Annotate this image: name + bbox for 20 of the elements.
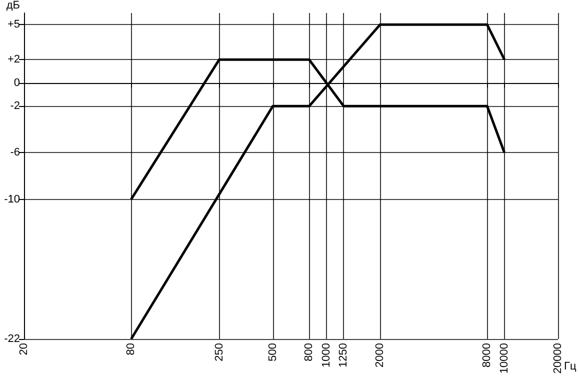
x-tick-label: 20 xyxy=(18,343,30,356)
x-tick-label: 800 xyxy=(303,343,316,362)
x-tick-label: 10000 xyxy=(498,343,510,374)
y-tick-label: -22 xyxy=(4,333,20,345)
x-tick-label: 500 xyxy=(266,343,279,362)
x-tick-label: 80 xyxy=(125,343,138,356)
y-tick-label: +5 xyxy=(7,18,20,31)
x-tick-label: 250 xyxy=(213,343,226,362)
y-tick-label: 0 xyxy=(14,76,20,89)
x-tick-label: 1250 xyxy=(338,343,350,368)
y-axis-title: дБ xyxy=(6,0,20,12)
x-axis-title: Гц xyxy=(564,360,577,372)
x-tick-label: 20000 xyxy=(552,343,564,374)
y-tick-label: -6 xyxy=(10,146,20,159)
x-tick-label: 2000 xyxy=(374,343,386,368)
y-tick-label: -10 xyxy=(4,193,20,206)
y-tick-label: +2 xyxy=(7,54,20,66)
y-tick-label: -2 xyxy=(10,100,20,112)
x-tick-label: 8000 xyxy=(481,343,494,368)
x-tick-label: 1000 xyxy=(320,343,332,368)
